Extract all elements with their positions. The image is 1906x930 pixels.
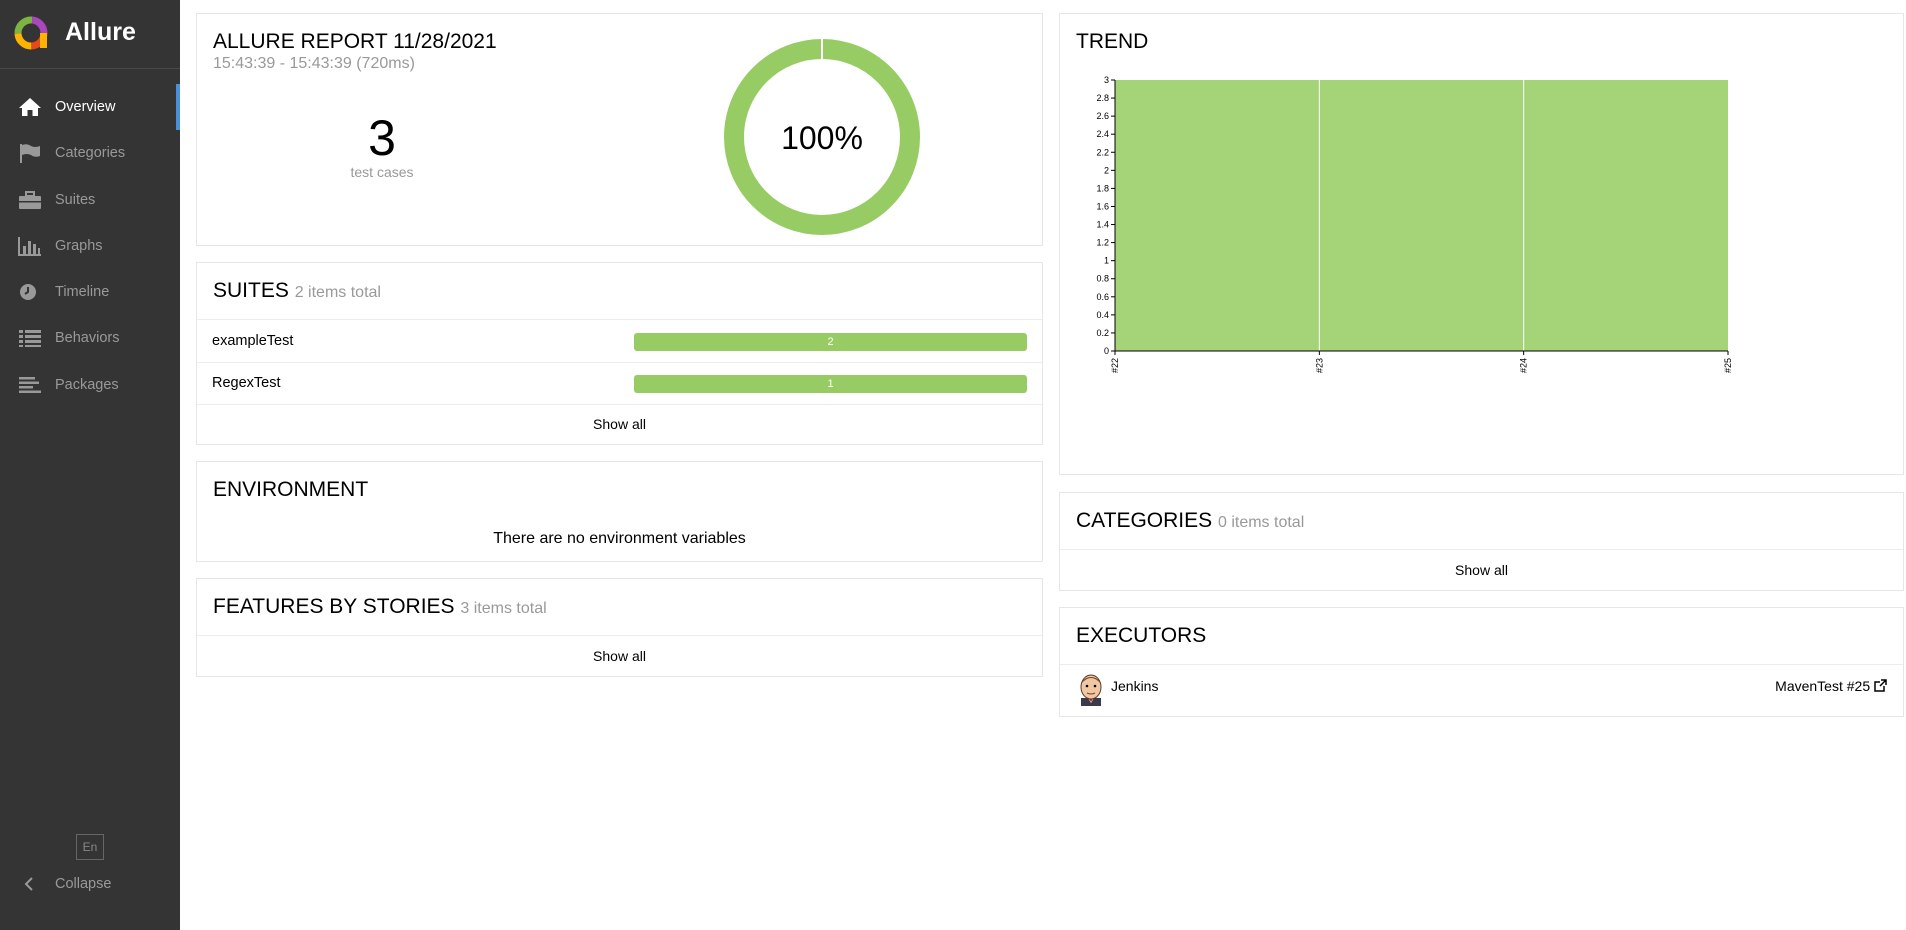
- trend-y-tick-label: 0: [1104, 346, 1109, 356]
- brand[interactable]: Allure: [0, 0, 180, 69]
- trend-x-tick-label: #24: [1519, 358, 1529, 373]
- sidebar-item-label: Timeline: [55, 284, 110, 301]
- features-widget: FEATURES BY STORIES 3 items total Show a…: [196, 578, 1043, 677]
- divider: [197, 635, 1042, 636]
- list-icon: [19, 330, 41, 348]
- external-link-icon: [1874, 679, 1887, 692]
- trend-y-tick-label: 1.2: [1096, 238, 1109, 248]
- features-total: 3 items total: [460, 600, 547, 617]
- trend-y-tick-label: 0.8: [1096, 274, 1109, 284]
- categories-title-text: CATEGORIES: [1076, 509, 1213, 532]
- language-switch[interactable]: En: [76, 834, 104, 860]
- trend-title: TREND: [1076, 30, 1149, 53]
- environment-title: ENVIRONMENT: [213, 478, 369, 501]
- suite-status-bar: 2: [634, 333, 1027, 351]
- app-name: Allure: [65, 18, 136, 46]
- divider: [197, 404, 1042, 405]
- sidebar-item-label: Behaviors: [55, 330, 120, 347]
- collapse-button[interactable]: Collapse: [0, 873, 180, 897]
- executors-title: EXECUTORS: [1076, 624, 1207, 647]
- trend-y-tick-label: 2: [1104, 165, 1109, 175]
- trend-y-tick-label: 3: [1104, 75, 1109, 85]
- collapse-label: Collapse: [55, 876, 112, 892]
- sidebar-item-label: Suites: [55, 191, 96, 208]
- trend-y-tick-label: 1: [1104, 256, 1109, 266]
- suites-widget: SUITES 2 items total exampleTest 2 Regex…: [196, 262, 1043, 445]
- table-row[interactable]: exampleTest 2: [197, 320, 1042, 362]
- jenkins-avatar-icon: [1080, 674, 1102, 706]
- trend-widget: TREND 0 0.2 0.4 0.6 0.8 1 1.2 1.4 1.6 1.8 2 2.2 2.4 2…: [1059, 13, 1904, 475]
- sidebar-item-graphs[interactable]: Graphs: [0, 223, 180, 269]
- trend-y-tick-label: 0.4: [1096, 310, 1109, 320]
- trend-y-tick-label: 1.6: [1096, 201, 1109, 211]
- categories-show-all-link[interactable]: Show all: [1455, 562, 1508, 578]
- test-case-label: test cases: [350, 164, 414, 180]
- test-case-count: 3: [368, 110, 396, 166]
- trend-chart[interactable]: 0 0.2 0.4 0.6 0.8 1 1.2 1.4 1.6 1.8 2 2.2 2.4 2.6 2.8 3…: [1060, 14, 1905, 476]
- home-icon: [19, 98, 41, 116]
- success-rate-percent: 100%: [781, 120, 863, 156]
- sidebar: Allure Overview Categories Suites: [0, 0, 180, 930]
- flag-icon: [20, 144, 40, 164]
- suites-title: SUITES 2 items total: [213, 279, 381, 303]
- sidebar-item-label: Categories: [55, 145, 126, 162]
- trend-y-tick-label: 1.8: [1096, 183, 1109, 193]
- suite-name: exampleTest: [212, 333, 294, 349]
- categories-total: 0 items total: [1217, 514, 1305, 531]
- trend-y-tick-label: 0.6: [1096, 292, 1109, 302]
- suites-title-text: SUITES: [213, 279, 289, 302]
- features-title: FEATURES BY STORIES 3 items total: [213, 595, 547, 619]
- sidebar-item-categories[interactable]: Categories: [0, 130, 180, 176]
- report-time: 15:43:39 - 15:43:39 (720ms): [213, 55, 415, 72]
- executors-widget: EXECUTORS Jenkins MavenTest #25: [1059, 607, 1904, 717]
- divider: [197, 362, 1042, 363]
- sidebar-item-label: Overview: [55, 99, 116, 115]
- features-title-text: FEATURES BY STORIES: [213, 595, 455, 618]
- divider: [1060, 549, 1903, 550]
- sidebar-item-label: Graphs: [55, 237, 103, 254]
- trend-x-tick-label: #22: [1110, 358, 1120, 373]
- sidebar-item-timeline[interactable]: Timeline: [0, 269, 180, 315]
- suites-show-all-link[interactable]: Show all: [593, 416, 646, 432]
- environment-empty-message: There are no environment variables: [493, 530, 746, 547]
- sidebar-item-overview[interactable]: Overview: [0, 84, 180, 131]
- trend-y-tick-label: 2.8: [1096, 93, 1109, 103]
- trend-x-tick-label: #25: [1723, 358, 1733, 373]
- chevron-left-icon: [24, 877, 33, 891]
- sidebar-item-packages[interactable]: Packages: [0, 362, 180, 408]
- sidebar-item-behaviors[interactable]: Behaviors: [0, 315, 180, 361]
- trend-y-tick-label: 1.4: [1096, 220, 1109, 230]
- categories-widget: CATEGORIES 0 items total Show all: [1059, 492, 1904, 591]
- success-rate-donut[interactable]: 100%: [724, 39, 920, 235]
- divider: [197, 319, 1042, 320]
- report-title: ALLURE REPORT 11/28/2021: [213, 30, 497, 53]
- trend-y-tick-label: 2.6: [1096, 111, 1109, 121]
- suites-total: 2 items total: [294, 284, 381, 301]
- bar-chart-icon: [18, 236, 41, 256]
- sidebar-item-label: Packages: [55, 376, 119, 393]
- categories-title: CATEGORIES 0 items total: [1076, 509, 1304, 533]
- suite-name: RegexTest: [212, 375, 281, 391]
- sidebar-nav: Overview Categories Suites: [0, 84, 180, 408]
- features-show-all-link[interactable]: Show all: [593, 648, 646, 664]
- table-row[interactable]: RegexTest 1: [197, 362, 1042, 404]
- briefcase-icon: [19, 190, 41, 209]
- trend-y-tick-label: 2.4: [1096, 129, 1109, 139]
- environment-widget: ENVIRONMENT There are no environment var…: [196, 461, 1043, 562]
- trend-x-tick-label: #23: [1314, 358, 1324, 373]
- allure-logo-icon: [14, 16, 48, 50]
- divider: [1060, 664, 1903, 665]
- executor-build-text: MavenTest #25: [1775, 678, 1871, 694]
- suite-status-bar: 1: [634, 375, 1027, 393]
- sidebar-item-suites[interactable]: Suites: [0, 177, 180, 223]
- trend-area: [1115, 80, 1728, 351]
- clock-icon: [20, 284, 36, 301]
- trend-y-tick-label: 2.2: [1096, 147, 1109, 157]
- executor-name: Jenkins: [1111, 678, 1159, 694]
- summary-widget: ALLURE REPORT 11/28/2021 15:43:39 - 15:4…: [196, 13, 1043, 246]
- align-left-icon: [19, 376, 41, 393]
- executor-build-link[interactable]: MavenTest #25: [1775, 678, 1887, 694]
- trend-y-tick-label: 0.2: [1096, 328, 1109, 338]
